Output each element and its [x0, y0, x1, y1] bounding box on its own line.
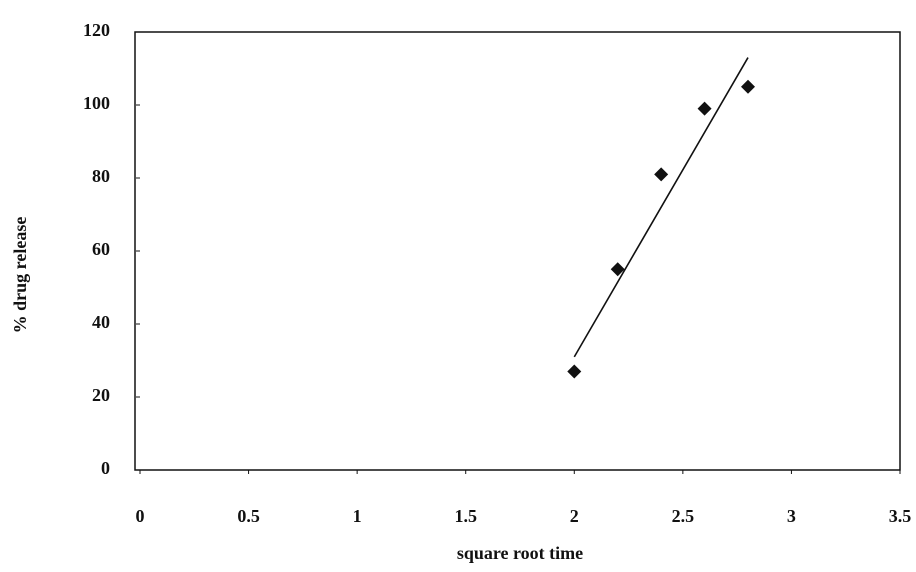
y-tick-label: 0: [101, 458, 110, 478]
data-point: [697, 101, 712, 116]
y-axis-label: % drug release: [10, 217, 30, 334]
x-tick-label: 3.5: [889, 506, 912, 526]
data-point: [610, 262, 625, 277]
y-tick-label: 120: [83, 20, 110, 40]
x-tick-label: 0.5: [237, 506, 260, 526]
x-tick-label: 2: [570, 506, 579, 526]
plot-frame: [134, 31, 901, 471]
y-tick-label: 60: [92, 239, 110, 259]
y-tick-label: 40: [92, 312, 110, 332]
x-tick-label: 0: [136, 506, 145, 526]
x-tick-label: 2.5: [672, 506, 695, 526]
y-tick-label: 80: [92, 166, 110, 186]
y-tick-label: 100: [83, 93, 110, 113]
x-tick-label: 1.5: [454, 506, 477, 526]
data-point: [741, 79, 755, 94]
x-tick-label: 1: [353, 506, 362, 526]
data-point: [654, 167, 669, 182]
data-point: [567, 364, 582, 379]
trend-line: [573, 57, 749, 358]
x-tick-label: 3: [787, 506, 796, 526]
y-tick-label: 20: [92, 385, 110, 405]
x-axis-label: square root time: [457, 543, 583, 563]
